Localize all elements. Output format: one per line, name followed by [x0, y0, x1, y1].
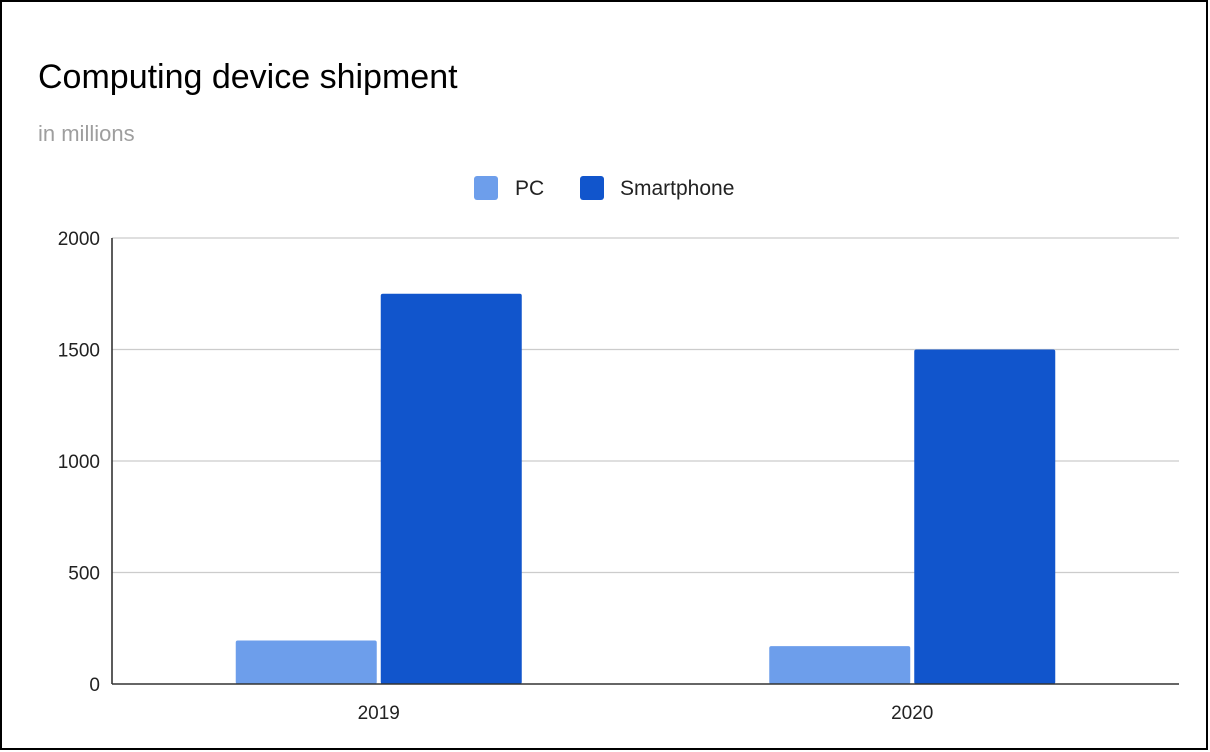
chart-title: Computing device shipment [38, 58, 458, 96]
y-tick-label: 1000 [58, 452, 100, 473]
bar-pc-2020[interactable] [769, 646, 911, 684]
legend: PC Smartphone [474, 176, 734, 200]
bar-pc-2019[interactable] [235, 640, 377, 684]
bar-smartphone-2020[interactable] [914, 349, 1056, 685]
legend-swatch-smartphone [580, 176, 604, 200]
legend-label-smartphone: Smartphone [620, 177, 734, 200]
bars [235, 293, 1056, 685]
y-tick-label: 500 [68, 564, 100, 585]
y-tick-label: 0 [89, 675, 100, 696]
chart-subtitle: in millions [38, 121, 135, 146]
legend-swatch-pc [474, 176, 498, 200]
y-axis-ticks: 0 500 1000 1500 2000 [58, 229, 100, 696]
y-tick-label: 2000 [58, 229, 100, 250]
bar-smartphone-2019[interactable] [380, 293, 522, 684]
y-tick-label: 1500 [58, 341, 100, 362]
x-axis-ticks: 2019 2020 [358, 703, 934, 724]
x-tick-label: 2020 [891, 703, 933, 724]
x-tick-label: 2019 [358, 703, 400, 724]
legend-label-pc: PC [515, 177, 544, 200]
